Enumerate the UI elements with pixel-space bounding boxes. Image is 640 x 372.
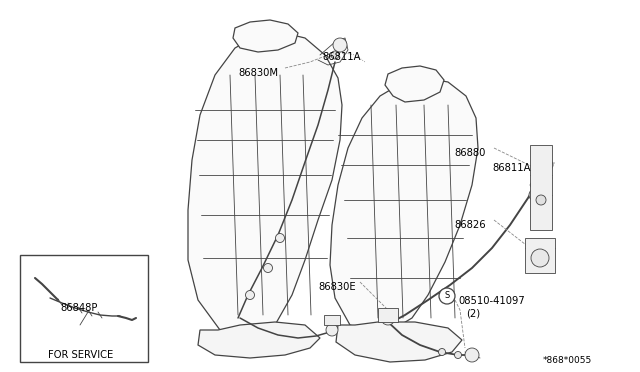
Text: FOR SERVICE: FOR SERVICE [48, 350, 113, 360]
Circle shape [331, 51, 339, 59]
Bar [530, 145, 552, 230]
Text: (2): (2) [466, 308, 480, 318]
Circle shape [543, 160, 553, 170]
Text: *868*0055: *868*0055 [543, 356, 592, 365]
Polygon shape [198, 322, 320, 358]
Bar [525, 238, 555, 273]
Circle shape [438, 349, 445, 356]
Circle shape [246, 291, 255, 299]
Circle shape [381, 311, 395, 325]
Text: 86811A: 86811A [322, 52, 360, 62]
Circle shape [264, 263, 273, 273]
Circle shape [333, 38, 347, 52]
Text: 86880: 86880 [454, 148, 485, 158]
Circle shape [531, 249, 549, 267]
Polygon shape [336, 322, 462, 362]
Circle shape [275, 234, 285, 243]
Polygon shape [136, 308, 146, 320]
Text: 86830M: 86830M [238, 68, 278, 78]
Circle shape [326, 324, 338, 336]
Bar [324, 315, 340, 325]
Polygon shape [330, 78, 478, 332]
Polygon shape [118, 310, 140, 322]
Polygon shape [188, 32, 342, 340]
Bar [378, 308, 398, 322]
Text: 86848P: 86848P [60, 303, 97, 313]
Text: S: S [444, 292, 450, 301]
Circle shape [465, 348, 479, 362]
Bar [20, 255, 148, 362]
Text: 08510-41097: 08510-41097 [458, 296, 525, 306]
Polygon shape [385, 66, 444, 102]
Circle shape [529, 189, 541, 201]
Polygon shape [27, 268, 42, 280]
Circle shape [454, 352, 461, 359]
Text: 86826: 86826 [454, 220, 486, 230]
Text: 86830E: 86830E [318, 282, 356, 292]
Circle shape [536, 195, 546, 205]
Polygon shape [28, 275, 45, 285]
Polygon shape [233, 20, 298, 52]
Text: 86811A: 86811A [492, 163, 531, 173]
Circle shape [439, 288, 455, 304]
